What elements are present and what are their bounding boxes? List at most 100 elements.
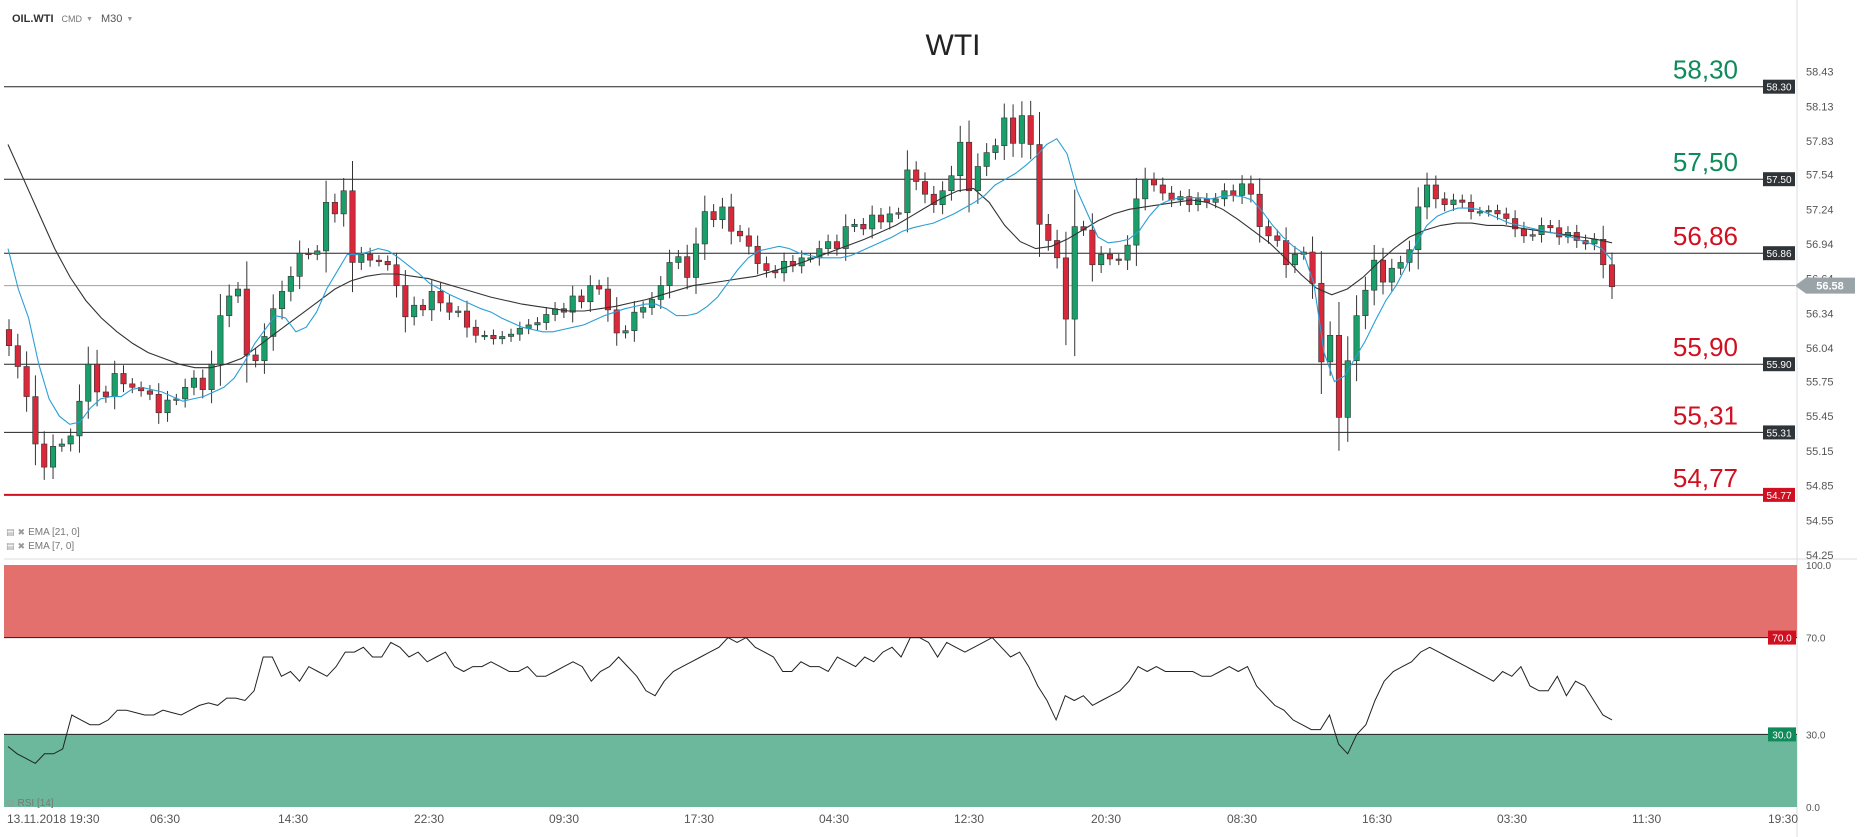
chart-toolbar: OIL.WTI CMD ▼ M30 ▼ xyxy=(12,10,133,28)
candle-bull xyxy=(1485,210,1492,213)
candle-bear xyxy=(375,259,382,262)
candle-bear xyxy=(604,288,611,311)
x-tick-label: 06:30 xyxy=(150,812,180,826)
candle-bull xyxy=(499,336,506,340)
candle-bear xyxy=(1027,115,1034,145)
candle-bear xyxy=(684,256,691,278)
candle-bear xyxy=(710,211,717,220)
level-label: 58,30 xyxy=(1673,55,1738,85)
candle-bull xyxy=(1388,267,1395,283)
indicator-row-ema-fast: ▤ ✖ EMA [7, 0] xyxy=(6,541,74,552)
x-tick-label: 22:30 xyxy=(414,812,444,826)
candle-bear xyxy=(1265,226,1272,237)
candle-bull xyxy=(1371,259,1378,291)
candle-bear xyxy=(860,223,867,230)
candle-bear xyxy=(129,383,136,388)
rsi-level-tag-label: 70.0 xyxy=(1772,634,1792,645)
candle-bull xyxy=(85,363,92,402)
candle-bear xyxy=(23,366,30,397)
candle-bull xyxy=(261,336,268,362)
x-tick-label: 08:30 xyxy=(1227,812,1257,826)
candle-bull xyxy=(508,333,515,337)
close-icon[interactable]: ✖ xyxy=(17,541,26,551)
level-label: 56,86 xyxy=(1673,221,1738,251)
y-tick-label: 54.85 xyxy=(1806,481,1834,493)
rsi-line xyxy=(7,636,1613,765)
instrument-type-label: CMD xyxy=(61,14,83,24)
y-tick-label: 56.34 xyxy=(1806,308,1834,320)
x-tick-label: 03:30 xyxy=(1497,812,1527,826)
symbol-label[interactable]: OIL.WTI xyxy=(12,13,54,25)
candle-bull xyxy=(1212,198,1219,203)
y-tick-label: 57.83 xyxy=(1806,136,1834,148)
candle-bear xyxy=(913,169,920,182)
candle-bear xyxy=(393,264,400,286)
candle-bull xyxy=(208,363,215,390)
candle-bull xyxy=(640,307,647,313)
candle-bear xyxy=(419,304,426,311)
candle-bull xyxy=(358,254,365,263)
level-tag-label: 54.77 xyxy=(1766,491,1791,502)
x-tick-label: 16:30 xyxy=(1362,812,1392,826)
instrument-type-dropdown[interactable]: CMD ▼ xyxy=(62,14,93,24)
timeframe-dropdown[interactable]: M30 ▼ xyxy=(101,13,133,25)
ema-fast-line xyxy=(7,137,1613,425)
indicator-label: RSI [14] xyxy=(17,798,54,809)
x-tick-label: 09:30 xyxy=(549,812,579,826)
candle-bear xyxy=(745,235,752,247)
y-tick-label: 58.43 xyxy=(1806,67,1834,79)
candle-bull xyxy=(1424,184,1431,208)
candle-bear xyxy=(1150,178,1158,186)
candle-bear xyxy=(102,391,109,397)
candle-bear xyxy=(877,214,884,223)
candle-bear xyxy=(1036,144,1043,225)
candle-bear xyxy=(155,393,162,414)
ema-slow-line xyxy=(7,144,1613,369)
close-icon[interactable]: ✖ xyxy=(17,527,26,537)
candle-bear xyxy=(243,288,250,356)
candle-bull xyxy=(1415,206,1422,251)
candle-bear xyxy=(1115,258,1122,261)
candle-bull xyxy=(1221,190,1228,200)
x-tick-label: 12:30 xyxy=(954,812,984,826)
candle-bear xyxy=(1274,235,1281,241)
settings-icon[interactable]: ▤ xyxy=(6,798,15,808)
candle-bear xyxy=(737,230,744,237)
candle-bear xyxy=(1600,239,1607,266)
candle-bear xyxy=(1503,213,1510,219)
candle-bull xyxy=(1133,198,1140,246)
candle-bear xyxy=(930,193,937,205)
candle-bull xyxy=(190,377,197,388)
candle-bull xyxy=(1591,239,1598,245)
candle-bull xyxy=(974,166,981,192)
settings-icon[interactable]: ▤ xyxy=(6,527,15,537)
candle-bear xyxy=(1547,225,1554,229)
candle-bull xyxy=(1362,289,1369,316)
indicator-row-rsi: ▤ RSI [14] xyxy=(6,798,54,809)
candle-bull xyxy=(226,295,233,316)
level-tag-label: 55.90 xyxy=(1766,360,1791,371)
candle-bear xyxy=(1318,282,1325,363)
indicator-label: EMA [7, 0] xyxy=(28,541,75,552)
candle-bear xyxy=(32,396,39,445)
chevron-down-icon: ▼ xyxy=(86,15,93,23)
candle-bear xyxy=(1459,199,1466,203)
candle-bear xyxy=(833,241,840,249)
candle-bear xyxy=(41,443,48,468)
x-tick-label: 14:30 xyxy=(278,812,308,826)
candle-bull xyxy=(1291,254,1298,266)
settings-icon[interactable]: ▤ xyxy=(6,541,15,551)
candle-bull xyxy=(296,252,303,277)
candle-bear xyxy=(921,181,929,195)
y-tick-label: 56.04 xyxy=(1806,343,1834,355)
candle-bull xyxy=(1239,183,1246,196)
candle-bear xyxy=(754,245,761,264)
candle-bull xyxy=(1476,211,1483,214)
current-price-tag xyxy=(1795,277,1855,294)
level-tag-label: 56.86 xyxy=(1766,249,1791,260)
candle-bull xyxy=(692,243,700,278)
candle-bear xyxy=(402,285,409,318)
x-tick-label: 13.11.2018 19:30 xyxy=(7,812,100,826)
candle-bear xyxy=(1062,257,1069,320)
